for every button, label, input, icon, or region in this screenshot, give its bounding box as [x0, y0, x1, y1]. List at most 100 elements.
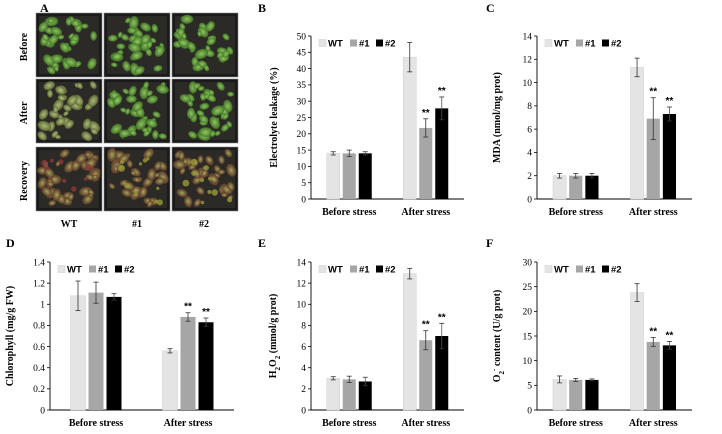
bar-line1-before-stress [342, 379, 356, 410]
y-tick-label: 14 [523, 32, 533, 42]
legend-label: #1 [359, 38, 370, 49]
category-label: Before stress [69, 418, 123, 429]
plant-photo [103, 78, 171, 144]
y-tick-label: 30 [297, 98, 307, 108]
y-tick-label: 2 [301, 385, 306, 395]
y-axis-label: Chlorophyll (mg/g FW) [5, 286, 16, 386]
row-label-after: After [19, 101, 30, 124]
col-label-2: #2 [199, 219, 209, 230]
y-tick-label: 8 [301, 322, 306, 332]
bar-line2-before-stress [358, 381, 372, 410]
legend-swatch [602, 39, 609, 47]
y-tick-label: 10 [297, 163, 307, 173]
bar-line1-after-stress [646, 341, 660, 410]
bar-WT-after-stress [402, 56, 417, 200]
y-tick-label: 15 [523, 332, 533, 342]
significance-mark: ** [202, 307, 210, 318]
legend-swatch [318, 265, 327, 273]
category-label: After stress [401, 207, 450, 218]
photo-grid [35, 12, 239, 212]
chart-panel-c: C 0 2 4 6 8 10 12 14 MDA (nmol/mg prot) Before str… [486, 1, 692, 218]
y-tick-label: 5 [301, 179, 306, 189]
y-tick-label: 45 [297, 49, 307, 59]
bar-WT-before-stress [552, 175, 567, 200]
bar-WT-before-stress [326, 153, 340, 200]
category-label: Before stress [322, 418, 376, 429]
y-tick-label: 12 [523, 56, 533, 66]
panel-a: A Before After Recovery WT #1 #2 [19, 1, 239, 230]
plant-photo [35, 78, 103, 144]
legend-swatch [115, 265, 122, 273]
panel-letter-c: C [486, 1, 495, 15]
legend-label: #2 [124, 264, 135, 275]
y-tick-label: 0.2 [33, 385, 45, 395]
y-axis-label: MDA (nmol/mg prot) [492, 72, 503, 163]
category-label: After stress [629, 207, 678, 218]
y-tick-label: 2 [527, 172, 532, 182]
y-tick-label: 15 [297, 146, 307, 156]
bar-WT-before-stress [326, 378, 340, 411]
bar-WT-after-stress [630, 292, 644, 411]
y-tick-label: 0.4 [33, 364, 45, 374]
legend-swatch [376, 265, 383, 273]
legend-swatch [544, 39, 553, 47]
panel-letter-b: B [258, 1, 266, 15]
chart-panel-d: D 0 0.2 0.4 0.6 0.8 1 1.2 1.4 Chlorophyll (mg/g F… [5, 236, 234, 429]
y-tick-label: 30 [523, 258, 533, 268]
y-tick-label: 1.2 [33, 279, 45, 289]
y-axis-label: H2O2 (mmol/g prot) [268, 294, 282, 379]
significance-mark: ** [649, 326, 657, 337]
bar-line2-after-stress [435, 108, 449, 199]
bar-line1-after-stress [180, 316, 196, 410]
bar-line2-before-stress [585, 379, 599, 410]
legend-label: WT [554, 38, 569, 49]
y-tick-label: 12 [297, 279, 307, 289]
significance-mark: ** [184, 302, 192, 313]
bar-line2-before-stress [106, 296, 122, 410]
y-tick-label: 40 [297, 65, 307, 75]
legend-swatch [350, 265, 357, 273]
y-tick-label: 0.8 [33, 322, 45, 332]
bar-WT-before-stress [552, 379, 567, 411]
y-tick-label: 10 [523, 357, 533, 367]
bar-line1-after-stress [646, 118, 660, 199]
legend-label: #1 [359, 264, 370, 275]
significance-mark: ** [422, 320, 430, 331]
plant-photo [103, 12, 171, 78]
bar-line2-after-stress [435, 336, 449, 410]
y-tick-label: 50 [297, 32, 307, 42]
legend-label: WT [67, 264, 82, 275]
significance-mark: ** [666, 330, 674, 341]
significance-mark: ** [438, 312, 446, 323]
legend-swatch [376, 39, 383, 47]
panel-letter-f: F [486, 236, 493, 250]
y-tick-label: 10 [523, 79, 533, 89]
y-tick-label: 6 [301, 343, 306, 353]
legend-label: #1 [585, 38, 596, 49]
plant-photo [171, 146, 239, 212]
bar-WT-before-stress [70, 295, 86, 411]
bar-WT-after-stress [630, 67, 644, 200]
y-tick-label: 14 [297, 258, 307, 268]
plant-photo [171, 78, 239, 144]
y-tick-label: 0 [301, 195, 306, 205]
legend-swatch [350, 39, 357, 47]
bar-line1-after-stress [419, 127, 433, 199]
category-label: Before stress [549, 418, 603, 429]
panel-letter-a: A [40, 1, 49, 15]
row-label-recovery: Recovery [19, 161, 30, 201]
bar-line2-before-stress [585, 175, 599, 199]
legend-label: #1 [585, 264, 596, 275]
bar-line1-after-stress [419, 340, 433, 410]
significance-mark: ** [666, 96, 674, 107]
y-tick-label: 1 [40, 301, 45, 311]
col-label-wt: WT [61, 219, 78, 230]
plant-photo [35, 12, 103, 78]
y-tick-label: 4 [527, 149, 532, 159]
bar-line2-after-stress [662, 345, 677, 410]
y-tick-label: 5 [527, 382, 532, 392]
legend-swatch [318, 39, 327, 47]
row-label-before: Before [19, 32, 30, 61]
significance-mark: ** [422, 108, 430, 119]
